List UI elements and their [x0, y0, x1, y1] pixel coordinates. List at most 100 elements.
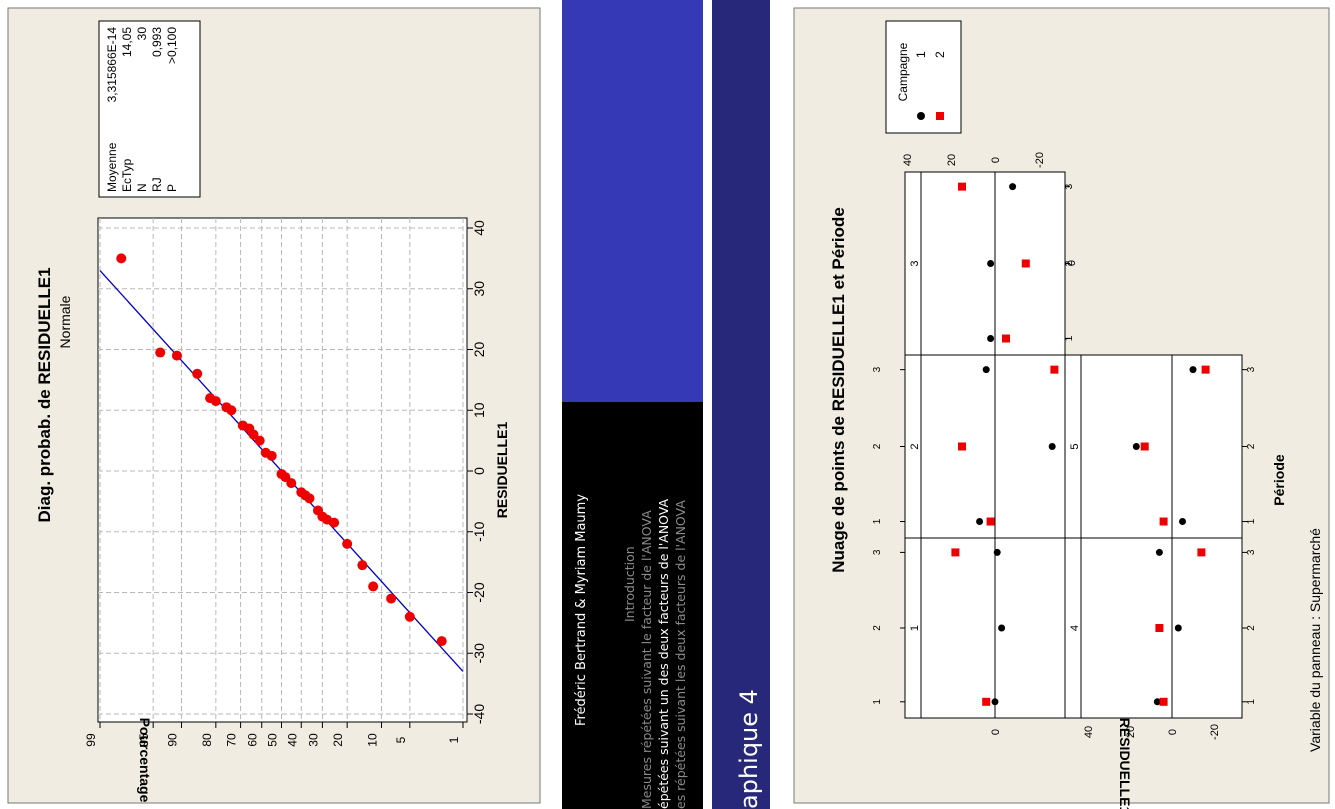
- campagne-1-point: [987, 335, 995, 343]
- probability-point: [116, 253, 127, 264]
- x-tick-label: -30: [471, 643, 487, 663]
- period-tick-label: 2: [1246, 625, 1257, 631]
- stat-label: P: [165, 184, 179, 192]
- campagne-2-point: [958, 182, 966, 191]
- campagne-1-point: [1189, 366, 1197, 374]
- residual-tick-label-top: -20: [1034, 152, 1046, 168]
- period-tick-label: 1: [1064, 335, 1075, 341]
- y-tick-label: 20: [331, 733, 345, 747]
- campagne-2-point: [982, 697, 991, 706]
- stat-value: 14,05: [120, 27, 134, 57]
- scatter-panels: [904, 171, 1243, 719]
- y-tick-label: 30: [306, 733, 320, 747]
- probability-point: [404, 611, 415, 622]
- probability-point: [296, 487, 307, 498]
- stats-box: [98, 20, 201, 198]
- residual-tick-label-bottom: 0: [990, 729, 1002, 735]
- x-axis-label: RESIDUELLE1: [494, 422, 510, 519]
- campagne-1-point: [1132, 443, 1140, 450]
- y-tick-label: 50: [266, 733, 280, 747]
- stat-label: Moyenne: [105, 142, 119, 192]
- campagne-2-point: [1159, 517, 1168, 526]
- residual-tick-label-top: 0: [990, 157, 1002, 163]
- residual-tick-label-bottom: 40: [1083, 726, 1095, 738]
- y-tick-label: 90: [166, 733, 180, 747]
- campagne-1-point: [982, 366, 990, 374]
- stat-value: 3,315866E-14: [105, 27, 119, 103]
- x-tick-label: 20: [471, 342, 487, 358]
- scatter-x-label: Période: [1271, 454, 1287, 506]
- y-tick-label: 40: [285, 733, 299, 747]
- legend-label-2: 2: [933, 51, 947, 58]
- slide-authors: Frédéric Bertrand & Myriam Maumy: [574, 494, 589, 726]
- probability-point: [221, 402, 232, 413]
- legend-title: Campagne: [896, 42, 910, 101]
- y-tick-label: 70: [225, 733, 239, 747]
- campagne-2-point: [958, 442, 966, 451]
- probability-plot-subtitle: Normale: [57, 295, 73, 348]
- stat-value: >0,100: [165, 27, 179, 64]
- campagne-1-point: [991, 698, 999, 706]
- campagne-1-point: [976, 518, 984, 526]
- probability-point: [368, 581, 379, 592]
- slide-title-band: [712, 0, 770, 809]
- slide-nav-box: [562, 402, 703, 809]
- period-tick-label: 1: [1246, 699, 1257, 705]
- y-tick-label: 80: [200, 733, 214, 747]
- y-tick-label: 95: [137, 733, 151, 747]
- slide-gap: [770, 0, 788, 809]
- scatter-panel: [1064, 537, 1243, 719]
- scatter-panel: [904, 537, 1066, 719]
- campagne-1-point: [993, 548, 1001, 556]
- slide-nav-item: épétées suivant un des deux facteurs de …: [656, 498, 671, 809]
- panel-label: 1: [909, 625, 921, 631]
- probability-point: [171, 350, 182, 361]
- stat-label: RJ: [150, 177, 164, 192]
- slide-heading: aphique 4: [735, 689, 763, 809]
- x-tick-label: 30: [471, 281, 487, 297]
- period-tick-label: 2: [1064, 260, 1075, 266]
- period-tick-label: 3: [1246, 549, 1257, 555]
- slide-nav-item: Mesures répétées suivant le facteur de l…: [639, 510, 654, 809]
- campagne-1-point: [1174, 624, 1182, 632]
- probability-point: [386, 593, 397, 604]
- campagne-2-point: [1159, 697, 1168, 706]
- slide-band: [562, 0, 703, 402]
- campagne-1-point: [987, 260, 995, 267]
- period-tick-label: 1: [1246, 518, 1257, 524]
- probability-point: [155, 347, 166, 358]
- x-axis-ticks: -40 -30 -20 -10 0 10 20 30 40: [467, 220, 487, 724]
- campagne-2-point: [1050, 365, 1059, 374]
- y-tick-label: 5: [394, 736, 408, 743]
- probability-plot-title: Diag. probab. de RESIDUELLE1: [35, 267, 54, 522]
- residual-tick-label-top: 20: [946, 154, 958, 166]
- period-tick-label: 2: [1246, 443, 1257, 449]
- x-tick-label: -20: [471, 582, 487, 602]
- y-tick-label: 60: [246, 733, 260, 747]
- probability-plot: -40 -30 -20 -10 0 10 20 30 40 1 5 10 20 30 40 50 60 70 80…: [35, 20, 510, 803]
- probability-point: [276, 469, 287, 480]
- campagne-2-point: [1197, 548, 1206, 557]
- campagne-1-point: [998, 624, 1006, 632]
- legend-marker-1: [917, 112, 925, 120]
- residual-tick-label-bottom: 20: [1125, 726, 1137, 738]
- x-tick-label: 0: [471, 467, 487, 475]
- period-tick-label: 3: [1064, 183, 1075, 189]
- panel-label: 3: [909, 260, 921, 266]
- probability-point: [260, 447, 271, 458]
- probability-point: [205, 393, 216, 404]
- slide-nav-item: es répétées suivant les deux facteurs de…: [673, 500, 688, 809]
- residual-tick-label-bottom: -20: [1209, 724, 1221, 740]
- stat-label: N: [135, 183, 149, 192]
- slide-nav-item: Introduction: [622, 546, 637, 622]
- campagne-1-point: [1155, 548, 1163, 556]
- campagne-2-point: [1201, 365, 1210, 374]
- stat-value: 30: [135, 27, 149, 41]
- panel-label: 0: [1066, 260, 1078, 266]
- probability-point: [254, 435, 265, 446]
- campagne-1-point: [1179, 518, 1186, 526]
- probability-point: [436, 636, 447, 647]
- y-tick-label: 1: [447, 736, 461, 743]
- y-axis-ticks: 1 5 10 20 30 40 50 60 70 80 90 95 99: [84, 722, 464, 747]
